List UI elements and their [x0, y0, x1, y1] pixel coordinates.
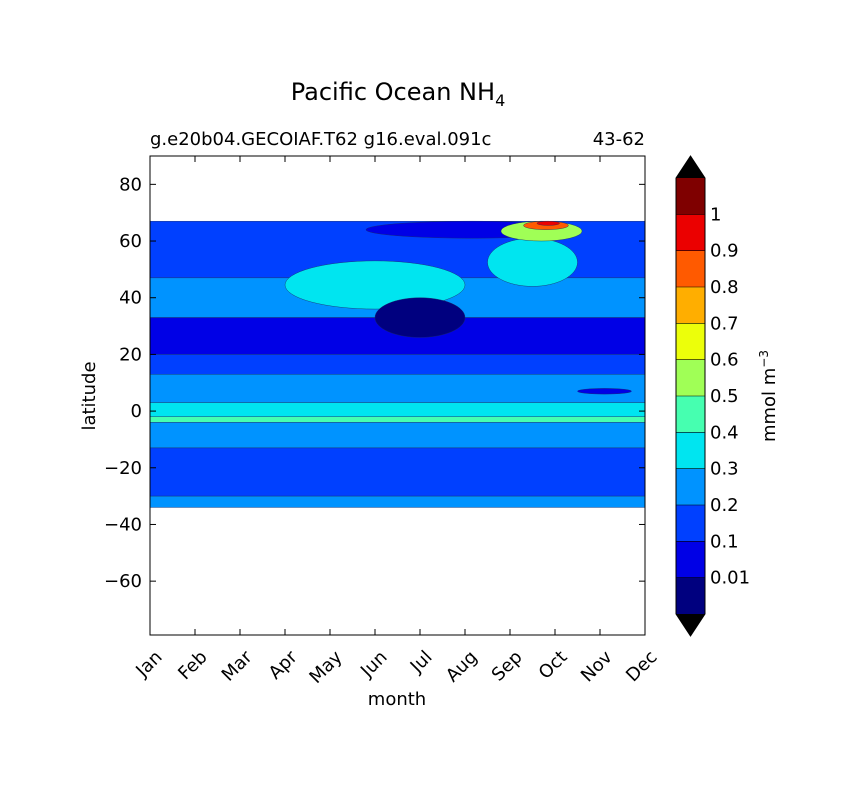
x-tick-label: Nov	[577, 646, 617, 686]
colorbar-segment-7	[676, 323, 705, 360]
contour-band-6	[150, 416, 645, 423]
contour-band-9	[150, 495, 645, 508]
x-tick-label: Sep	[488, 647, 527, 686]
y-axis: 80 60 40 20 0 −20 −40 −60	[104, 174, 645, 592]
contour-feature-6	[374, 297, 466, 338]
colorbar-tick-label: 0.4	[710, 422, 739, 443]
colorbar-tick-label: 0.01	[710, 568, 750, 589]
y-tick-label: −20	[104, 458, 142, 479]
y-tick-label: −40	[104, 514, 142, 535]
y-tick-label: 0	[131, 401, 142, 422]
colorbar-segment-4	[676, 432, 705, 469]
colorbar-segment-11	[676, 178, 705, 215]
chart-title: Pacific Ocean NH4	[291, 78, 506, 110]
colorbar-segment-1	[676, 541, 705, 578]
contour-band-7	[150, 422, 645, 449]
y-tick-label: 60	[119, 231, 142, 252]
colorbar-label: mmol m−3	[757, 350, 780, 442]
colorbar-outline	[675, 155, 706, 637]
contour-band-3	[150, 354, 645, 375]
x-tick-label: Aug	[442, 647, 482, 687]
colorbar-tick-label: 0.2	[710, 495, 739, 516]
contour-feature-7	[577, 388, 632, 395]
y-tick-label: 20	[119, 344, 142, 365]
y-axis-label: latitude	[79, 361, 100, 430]
colorbar-tick-label: 0.5	[710, 386, 739, 407]
colorbar-segment-10	[676, 214, 705, 251]
x-tick-label: Jan	[131, 647, 166, 682]
colorbar-tick-label: 1	[710, 204, 721, 225]
y-tick-label: 80	[119, 174, 142, 195]
x-tick-label: Feb	[174, 647, 211, 684]
x-tick-label: Jun	[356, 647, 391, 682]
contour-band-5	[150, 402, 645, 417]
colorbar-segment-2	[676, 505, 705, 542]
colorbar-segment-3	[676, 468, 705, 505]
subtitle-right: 43-62	[593, 129, 645, 150]
colorbar: 0.01 0.1 0.2 0.3 0.4 0.5 0.6 0.7 0.8 0.9 1	[675, 155, 750, 637]
x-axis-label: month	[368, 689, 426, 710]
subtitle-left: g.e20b04.GECOIAF.T62 g16.eval.091c	[150, 129, 491, 150]
x-tick-label: Oct	[535, 647, 572, 684]
colorbar-tick-label: 0.3	[710, 459, 739, 480]
plot-frame	[149, 155, 646, 636]
y-tick-label: −60	[104, 571, 142, 592]
colorbar-segment-8	[676, 287, 705, 324]
colorbar-segment-5	[676, 396, 705, 433]
colorbar-segment-0	[676, 577, 705, 614]
x-tick-label: Dec	[622, 647, 661, 686]
contour-band-8	[150, 447, 645, 497]
x-tick-label: Apr	[265, 646, 302, 683]
contour-feature-2	[487, 237, 578, 287]
colorbar-tick-label: 0.6	[710, 350, 739, 371]
contour-features	[284, 220, 632, 395]
x-tick-label: Mar	[218, 646, 257, 685]
colorbar-segment-6	[676, 359, 705, 396]
colorbar-tick-label: 0.9	[710, 241, 739, 262]
colorbar-min-arrow	[676, 614, 705, 636]
colorbar-max-arrow	[676, 156, 705, 178]
y-tick-label: 40	[119, 288, 142, 309]
colorbar-tick-label: 0.7	[710, 313, 739, 334]
contour-band-4	[150, 374, 645, 403]
colorbar-tick-label: 0.1	[710, 531, 739, 552]
x-tick-label: May	[305, 646, 346, 687]
colorbar-segment-9	[676, 250, 705, 287]
colorbar-tick-label: 0.8	[710, 277, 739, 298]
contour-feature-5	[536, 220, 560, 226]
x-tick-label: Jul	[406, 647, 437, 678]
plot-area: 80 60 40 20 0 −20 −40 −60 Jan Feb Mar Apr May Jun Jul…	[104, 155, 662, 688]
contour-feature-1	[284, 260, 466, 310]
